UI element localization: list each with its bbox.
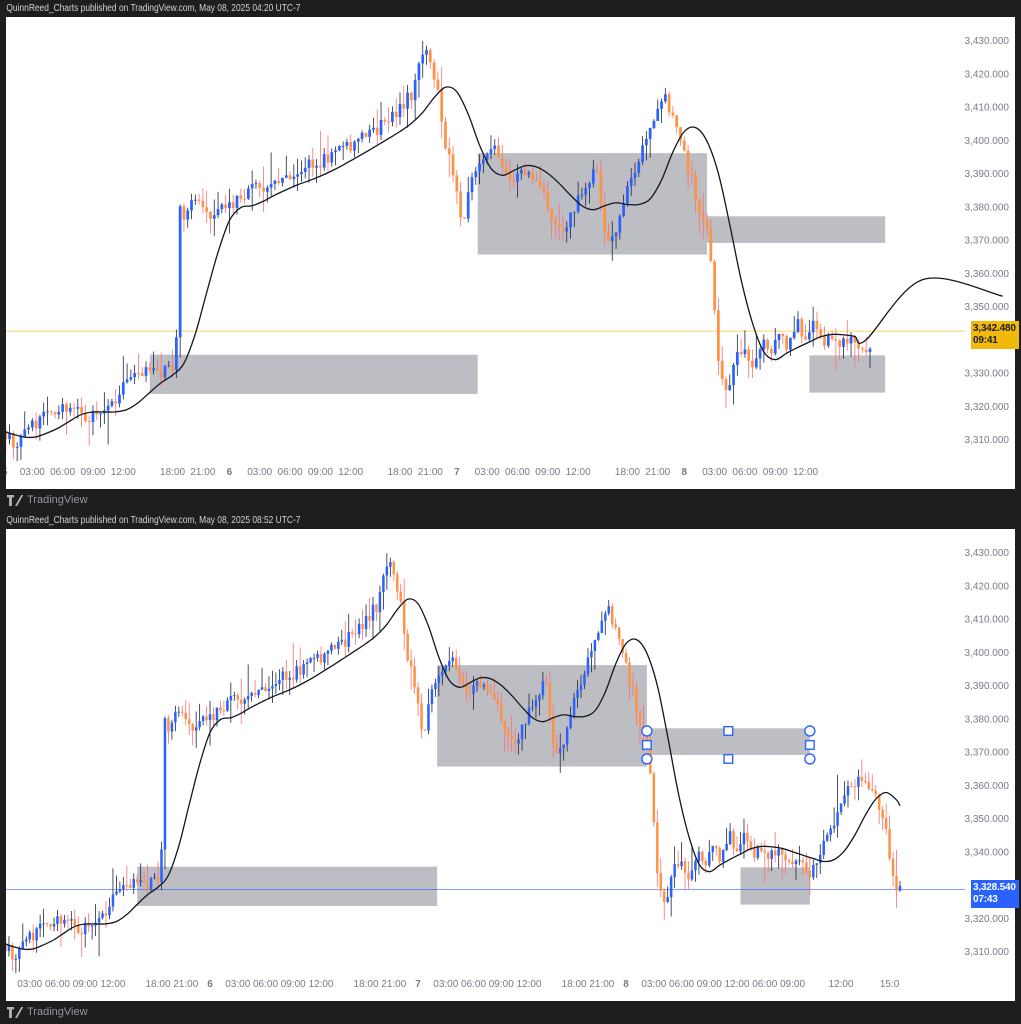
- svg-text:09:00: 09:00: [780, 979, 805, 990]
- svg-text:3,370.000: 3,370.000: [965, 748, 1010, 759]
- svg-text:3,340.000: 3,340.000: [965, 847, 1010, 858]
- svg-text:3,430.000: 3,430.000: [965, 36, 1010, 47]
- svg-text:21:00: 21:00: [173, 979, 198, 990]
- svg-text:3,320.000: 3,320.000: [965, 914, 1010, 925]
- svg-text:6: 6: [207, 979, 213, 990]
- svg-text:12:00: 12:00: [338, 467, 363, 478]
- svg-text:3,360.000: 3,360.000: [965, 781, 1010, 792]
- svg-text:6: 6: [227, 467, 233, 478]
- svg-text:3,390.000: 3,390.000: [965, 169, 1010, 180]
- svg-text:12:00: 12:00: [725, 979, 750, 990]
- svg-text:3,380.000: 3,380.000: [965, 714, 1010, 725]
- svg-text:06:00: 06:00: [253, 979, 278, 990]
- svg-text:09:00: 09:00: [535, 467, 560, 478]
- svg-text:3,350.000: 3,350.000: [965, 814, 1010, 825]
- svg-text:03:00: 03:00: [641, 979, 666, 990]
- svg-text:03:00: 03:00: [17, 979, 42, 990]
- svg-text:09:00: 09:00: [73, 979, 98, 990]
- svg-text:12:00: 12:00: [829, 979, 854, 990]
- svg-text:18:00: 18:00: [354, 979, 379, 990]
- svg-text:06:00: 06:00: [461, 979, 486, 990]
- svg-text:3,360.000: 3,360.000: [965, 269, 1010, 280]
- svg-text:06:00: 06:00: [50, 467, 75, 478]
- svg-text:09:00: 09:00: [697, 979, 722, 990]
- svg-text:18:00: 18:00: [160, 467, 185, 478]
- svg-text:06:00: 06:00: [732, 467, 757, 478]
- svg-text:09:00: 09:00: [308, 467, 333, 478]
- svg-text:12:00: 12:00: [793, 467, 818, 478]
- svg-text:3,350.000: 3,350.000: [965, 302, 1010, 313]
- svg-text:06:00: 06:00: [752, 979, 777, 990]
- svg-text:3,310.000: 3,310.000: [965, 435, 1010, 446]
- svg-text:18:00: 18:00: [562, 979, 587, 990]
- svg-text:3,330.000: 3,330.000: [965, 369, 1010, 380]
- svg-text:03:00: 03:00: [225, 979, 250, 990]
- svg-text:12:00: 12:00: [308, 979, 333, 990]
- svg-text:03:00: 03:00: [247, 467, 272, 478]
- svg-text:12:00: 12:00: [566, 467, 591, 478]
- svg-text:21:00: 21:00: [645, 467, 670, 478]
- svg-text:3,420.000: 3,420.000: [965, 69, 1010, 80]
- svg-text:06:00: 06:00: [505, 467, 530, 478]
- svg-text:06:00: 06:00: [45, 979, 70, 990]
- svg-text:8: 8: [681, 467, 687, 478]
- svg-text:09:00: 09:00: [763, 467, 788, 478]
- svg-text:09:00: 09:00: [489, 979, 514, 990]
- svg-text:03:00: 03:00: [702, 467, 727, 478]
- svg-text:06:00: 06:00: [278, 467, 303, 478]
- svg-text:3,370.000: 3,370.000: [965, 236, 1010, 247]
- svg-text:12:00: 12:00: [100, 979, 125, 990]
- svg-text:09:00: 09:00: [281, 979, 306, 990]
- svg-text:18:00: 18:00: [146, 979, 171, 990]
- svg-text:21:00: 21:00: [381, 979, 406, 990]
- svg-text:3,380.000: 3,380.000: [965, 202, 1010, 213]
- svg-text:15:0: 15:0: [880, 979, 900, 990]
- svg-text:12:00: 12:00: [516, 979, 541, 990]
- svg-text:21:00: 21:00: [190, 467, 215, 478]
- svg-text:18:00: 18:00: [387, 467, 412, 478]
- svg-text:3,420.000: 3,420.000: [965, 581, 1010, 592]
- svg-text:8: 8: [623, 979, 629, 990]
- svg-text:3,410.000: 3,410.000: [965, 615, 1010, 626]
- svg-text:03:00: 03:00: [433, 979, 458, 990]
- svg-text:3,320.000: 3,320.000: [965, 402, 1010, 413]
- svg-text:7: 7: [454, 467, 460, 478]
- svg-text:3,400.000: 3,400.000: [965, 648, 1010, 659]
- svg-text:3,390.000: 3,390.000: [965, 681, 1010, 692]
- svg-text:12:00: 12:00: [111, 467, 136, 478]
- svg-text:21:00: 21:00: [418, 467, 443, 478]
- svg-text:3,430.000: 3,430.000: [965, 548, 1010, 559]
- svg-text:03:00: 03:00: [475, 467, 500, 478]
- svg-text:06:00: 06:00: [669, 979, 694, 990]
- svg-text:3,410.000: 3,410.000: [965, 103, 1010, 114]
- svg-text:21:00: 21:00: [589, 979, 614, 990]
- svg-text:09:00: 09:00: [80, 467, 105, 478]
- svg-text:3,310.000: 3,310.000: [965, 947, 1010, 958]
- svg-text:7: 7: [415, 979, 421, 990]
- svg-text:3,400.000: 3,400.000: [965, 136, 1010, 147]
- svg-text:18:00: 18:00: [615, 467, 640, 478]
- svg-text:03:00: 03:00: [20, 467, 45, 478]
